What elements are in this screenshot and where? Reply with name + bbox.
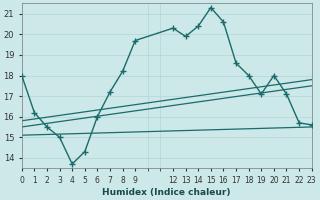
X-axis label: Humidex (Indice chaleur): Humidex (Indice chaleur) xyxy=(102,188,231,197)
